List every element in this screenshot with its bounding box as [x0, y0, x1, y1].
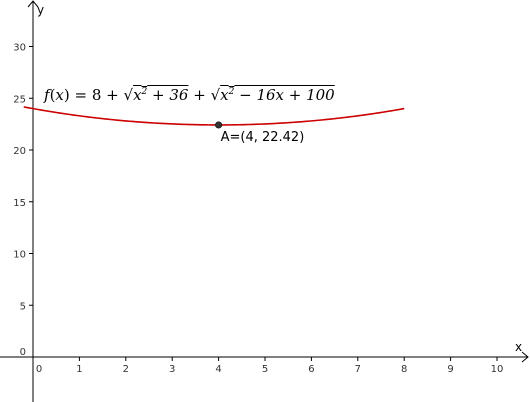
curve-layer: [23, 106, 405, 126]
x-tick-label: 3: [169, 364, 175, 375]
y-axis-label: y: [37, 3, 44, 17]
x-tick-label: 2: [123, 364, 129, 375]
y-tick-label: 30: [13, 43, 26, 54]
points-layer: A=(4, 22.42): [215, 121, 305, 145]
y-tick-label: 15: [13, 198, 26, 209]
x-tick-label: 7: [355, 364, 361, 375]
x-axis-label: x: [515, 340, 522, 354]
point-a-label: A=(4, 22.42): [221, 130, 305, 145]
x-axis-arrow: [521, 351, 529, 363]
x-tick-label: 0: [36, 364, 42, 375]
y-axis-arrow: [27, 0, 39, 8]
function-formula: f(x) = 8 + √x2 + 36 + √x2 − 16x + 100: [44, 86, 335, 104]
x-tick-label: 10: [491, 364, 504, 375]
x-tick-label: 6: [308, 364, 314, 375]
point-a: [215, 121, 223, 129]
y-tick-label: 5: [20, 301, 26, 312]
function-curve: [23, 106, 405, 126]
y-tick-label: 25: [13, 94, 26, 105]
tick-labels: 0 1 2 3 4 5 6 7 8 9 10 0 5 10 15 20 25 30: [13, 43, 503, 376]
x-tick-label: 5: [262, 364, 268, 375]
y-tick-label: 20: [13, 146, 26, 157]
x-tick-label: 9: [447, 364, 453, 375]
x-tick-label: 4: [215, 364, 221, 375]
x-tick-label: 1: [76, 364, 82, 375]
y-tick-label: 10: [13, 250, 26, 261]
y-tick-label: 0: [20, 347, 26, 358]
x-tick-label: 8: [401, 364, 407, 375]
